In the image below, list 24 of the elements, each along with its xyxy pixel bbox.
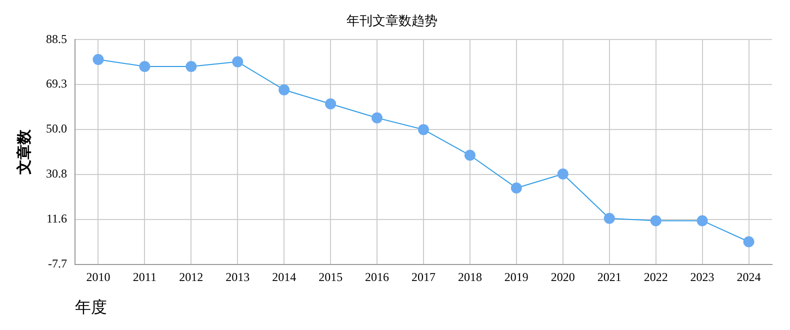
y-tick-label: 88.5 [46, 32, 67, 46]
x-tick-label: 2016 [365, 270, 390, 284]
x-tick-label: 2020 [550, 270, 575, 284]
x-axis-title: 年度 [75, 298, 107, 317]
y-tick-label: -7.7 [48, 256, 67, 271]
x-tick-label: 2018 [458, 270, 482, 284]
y-tick-label: 50.0 [46, 122, 67, 136]
x-tick-label: 2021 [597, 270, 622, 284]
x-tick-label: 2013 [226, 270, 250, 284]
chart-title: 年刊文章数趋势 [346, 13, 438, 28]
y-axis-title: 文章数 [14, 128, 33, 176]
x-tick-label: 2010 [86, 270, 110, 284]
x-tick-label: 2014 [272, 270, 296, 284]
x-tick-label: 2017 [412, 270, 436, 284]
x-tick-label: 2024 [736, 270, 761, 284]
x-tick-label: 2012 [179, 270, 204, 284]
y-tick-label: 30.8 [46, 166, 67, 181]
x-tick-label: 2015 [318, 270, 343, 284]
x-tick-label: 2022 [644, 270, 668, 284]
x-tick-label: 2019 [504, 270, 528, 284]
x-tick-label: 2023 [690, 270, 714, 284]
x-tick-label: 2011 [132, 270, 156, 284]
y-tick-label: 69.3 [46, 76, 67, 91]
y-tick-label: 11.6 [46, 211, 67, 226]
